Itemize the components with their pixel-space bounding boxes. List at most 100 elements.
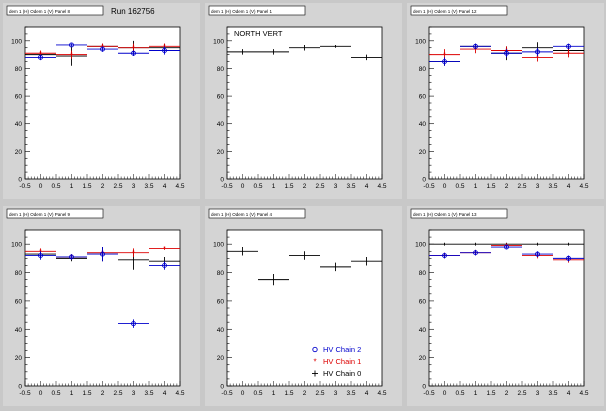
- x-tick-label: 2: [505, 183, 509, 190]
- x-tick-label: 0: [241, 390, 245, 397]
- x-tick-label: -0.5: [19, 390, 31, 397]
- chart-title: dem 1 (H) Odem 1 (V) Panel 1: [211, 9, 273, 14]
- legend-marker-circle: [312, 346, 318, 353]
- x-tick-label: -0.5: [19, 183, 31, 190]
- x-tick-label: 4.5: [377, 390, 386, 397]
- x-tick-label: 3.5: [548, 390, 557, 397]
- x-tick-label: -0.5: [221, 183, 233, 190]
- marker-circle: [442, 253, 447, 258]
- data-point: [227, 49, 258, 55]
- title-box: [6, 5, 104, 16]
- x-tick-label: -0.5: [423, 390, 435, 397]
- pad-3: dem 1 (H) Odem 1 (V) Panel 12 0 20 40 60 80 10…: [407, 3, 604, 199]
- x-tick-label: 3.5: [144, 390, 153, 397]
- chart-annotation: Run 162756: [111, 7, 155, 16]
- y-tick-label: 100: [213, 242, 224, 249]
- data-point: [460, 43, 491, 50]
- x-tick-label: 3: [334, 183, 338, 190]
- x-tick-label: 1.5: [284, 390, 293, 397]
- legend-label: HV Chain 1: [323, 357, 361, 366]
- x-tick-label: 0.5: [253, 390, 262, 397]
- x-tick-label: 3: [536, 390, 540, 397]
- series-2: [429, 244, 584, 262]
- chart-1: dem 1 (H) Odem 1 (V) Panel 8020406080100…: [6, 5, 185, 190]
- data-point: [149, 46, 180, 55]
- data-point: [289, 251, 320, 260]
- x-tick-label: 3: [334, 390, 338, 397]
- x-tick-label: 0: [241, 183, 245, 190]
- y-tick-label: 0: [220, 384, 224, 391]
- data-point: [56, 254, 87, 260]
- data-point: [351, 54, 382, 61]
- x-tick-label: 1.5: [82, 390, 91, 397]
- marker-circle: [473, 250, 478, 256]
- data-point: [320, 44, 351, 48]
- y-tick-label: 0: [18, 384, 22, 391]
- chart-5: dem 1 (H) Odem 1 (V) Panel 4020406080100…: [208, 208, 387, 397]
- chart-2: dem 1 (H) Odem 1 (V) Panel 1020406080100…: [208, 5, 387, 190]
- data-point: [149, 261, 180, 270]
- x-tick-label: 4: [567, 183, 571, 190]
- data-point: [118, 50, 149, 57]
- x-tick-label: 2.5: [517, 390, 526, 397]
- data-point: [553, 242, 584, 246]
- pad-6: dem 1 (H) Odem 1 (V) Panel 13 0 20 40 60 80 10…: [407, 206, 604, 406]
- x-tick-label: -0.5: [221, 390, 233, 397]
- chart-title: dem 1 (H) Odem 1 (V) Panel 4: [211, 212, 273, 217]
- x-tick-label: 1.5: [486, 183, 495, 190]
- marker-circle: [69, 42, 74, 48]
- marker-star: *: [132, 250, 135, 257]
- x-tick-label: 2.5: [113, 390, 122, 397]
- data-point: [522, 47, 553, 57]
- x-tick-label: 4: [365, 183, 369, 190]
- y-tick-label: 60: [15, 298, 23, 305]
- series-2: [429, 43, 584, 66]
- x-tick-label: 1: [474, 183, 478, 190]
- y-tick-label: 40: [217, 327, 225, 334]
- data-point: *: [56, 50, 87, 59]
- x-tick-label: 4.5: [175, 183, 184, 190]
- x-tick-label: 3.5: [144, 183, 153, 190]
- x-tick-label: 2: [101, 183, 105, 190]
- marker-circle: [38, 54, 43, 60]
- marker-circle: [100, 251, 105, 257]
- chart-title: dem 1 (H) Odem 1 (V) Panel 8: [9, 9, 71, 14]
- y-tick-label: 60: [217, 298, 225, 305]
- data-point: [522, 251, 553, 257]
- x-tick-label: 0: [443, 183, 447, 190]
- data-point: *: [553, 49, 584, 58]
- chart-3: dem 1 (H) Odem 1 (V) Panel 1202040608010…: [410, 5, 589, 190]
- x-tick-label: 0: [39, 390, 43, 397]
- data-point: [522, 242, 553, 246]
- series-2: [25, 42, 180, 61]
- marker-circle: [69, 254, 74, 260]
- plot-frame: [24, 26, 181, 180]
- x-tick-label: 1: [70, 183, 74, 190]
- marker-star: *: [132, 45, 135, 52]
- legend-entry: * HV Chain 1: [313, 357, 361, 367]
- x-tick-label: 4.5: [579, 390, 588, 397]
- pad-2: dem 1 (H) Odem 1 (V) Panel 1 0 20 40 60 80 100…: [205, 3, 402, 199]
- y-tick-label: 60: [217, 94, 225, 101]
- y-tick-label: 100: [213, 38, 224, 45]
- y-tick-label: 40: [15, 121, 23, 128]
- x-tick-label: 0: [39, 183, 43, 190]
- title-box: [410, 208, 508, 219]
- marker-star: *: [163, 246, 166, 253]
- data-point: [553, 43, 584, 50]
- chart-4: dem 1 (H) Odem 1 (V) Panel 9020406080100…: [6, 208, 185, 397]
- data-point: [320, 262, 351, 272]
- y-tick-label: 80: [217, 66, 225, 73]
- y-tick-label: 60: [419, 94, 427, 101]
- x-tick-label: 2: [303, 183, 307, 190]
- data-point: [118, 319, 149, 328]
- chart-title: dem 1 (H) Odem 1 (V) Panel 9: [9, 212, 71, 217]
- x-tick-label: 4.5: [175, 390, 184, 397]
- marker-star: *: [70, 52, 73, 59]
- x-tick-label: 1: [474, 390, 478, 397]
- y-tick-label: 100: [415, 242, 426, 249]
- y-tick-label: 60: [419, 298, 427, 305]
- y-tick-label: 20: [419, 355, 427, 362]
- y-tick-label: 20: [217, 355, 225, 362]
- marker-star: *: [474, 47, 477, 54]
